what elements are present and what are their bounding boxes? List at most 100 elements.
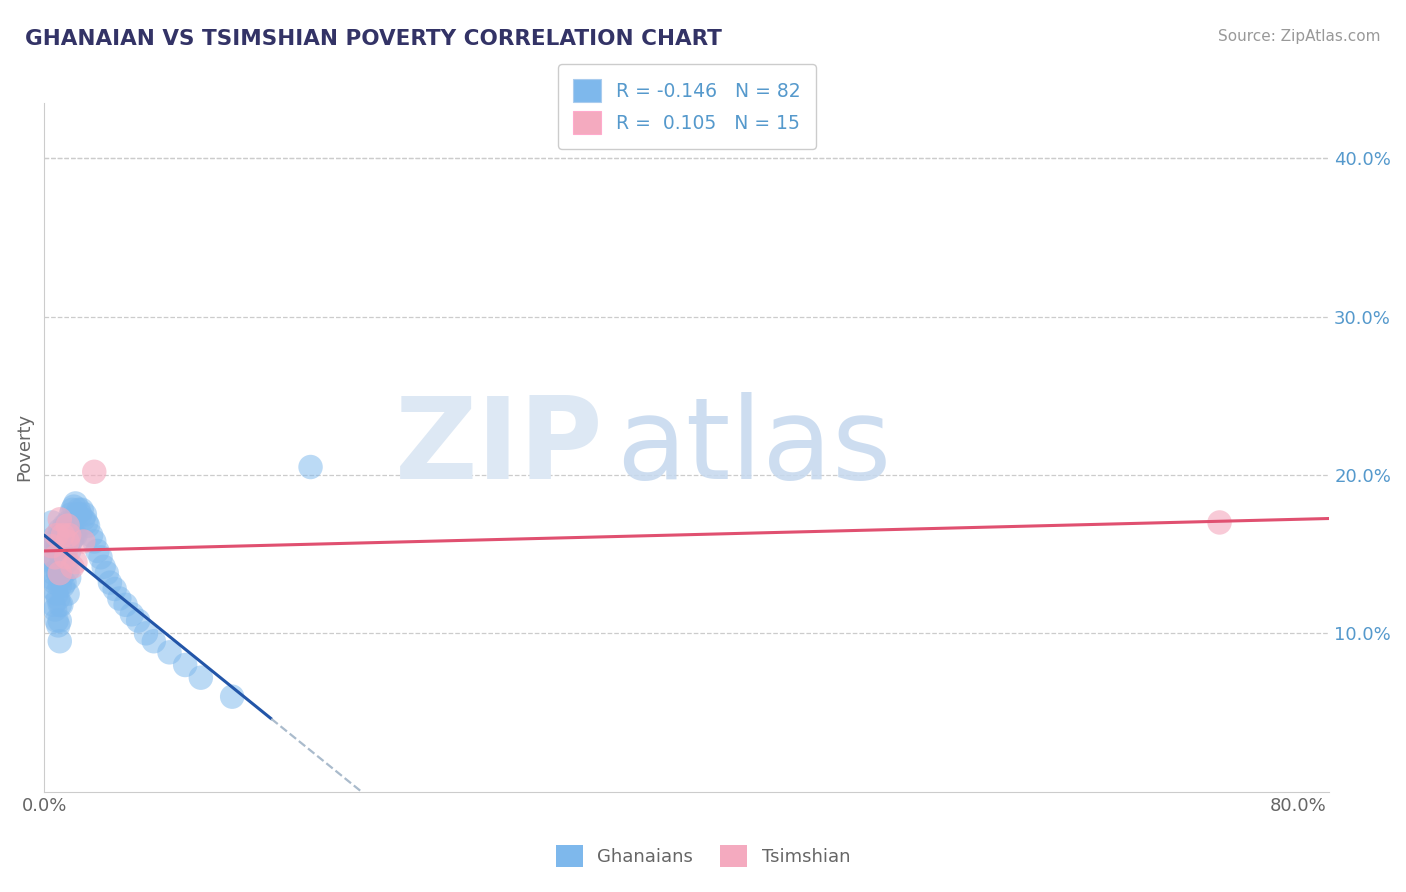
Point	[42, 531, 65, 545]
Point	[45, 528, 67, 542]
Point	[49, 634, 72, 648]
Point	[83, 534, 105, 549]
Point	[108, 591, 131, 606]
Point	[41, 539, 63, 553]
Point	[51, 598, 73, 612]
Point	[55, 555, 77, 569]
Legend: Ghanaians, Tsimshian: Ghanaians, Tsimshian	[548, 838, 858, 874]
Point	[63, 528, 86, 542]
Point	[69, 508, 91, 522]
Point	[45, 587, 67, 601]
Point	[90, 550, 112, 565]
Point	[121, 607, 143, 622]
Text: atlas: atlas	[616, 392, 891, 503]
Point	[49, 566, 72, 581]
Point	[104, 582, 127, 596]
Point	[70, 503, 93, 517]
Point	[42, 598, 65, 612]
Legend: R = -0.146   N = 82, R =  0.105   N = 15: R = -0.146 N = 82, R = 0.105 N = 15	[558, 64, 815, 149]
Point	[221, 690, 243, 704]
Point	[52, 524, 75, 538]
Point	[51, 550, 73, 565]
Point	[52, 550, 75, 565]
Point	[44, 555, 66, 569]
Point	[58, 544, 80, 558]
Point	[58, 528, 80, 542]
Point	[58, 518, 80, 533]
Point	[49, 598, 72, 612]
Point	[42, 566, 65, 581]
Point	[41, 571, 63, 585]
Point	[45, 539, 67, 553]
Point	[52, 579, 75, 593]
Point	[72, 512, 94, 526]
Point	[65, 528, 87, 542]
Point	[59, 508, 82, 522]
Point	[135, 626, 157, 640]
Point	[56, 539, 79, 553]
Point	[49, 524, 72, 538]
Point	[49, 512, 72, 526]
Point	[49, 579, 72, 593]
Point	[41, 516, 63, 530]
Point	[53, 518, 76, 533]
Point	[127, 614, 149, 628]
Point	[46, 591, 69, 606]
Point	[80, 528, 103, 542]
Point	[56, 587, 79, 601]
Point	[53, 547, 76, 561]
Point	[65, 496, 87, 510]
Point	[41, 555, 63, 569]
Point	[190, 671, 212, 685]
Point	[86, 544, 108, 558]
Point	[60, 531, 83, 545]
Point	[42, 550, 65, 565]
Point	[56, 534, 79, 549]
Point	[45, 614, 67, 628]
Point	[142, 634, 165, 648]
Point	[63, 500, 86, 514]
Point	[1208, 516, 1230, 530]
Point	[93, 559, 115, 574]
Point	[66, 508, 89, 522]
Point	[55, 528, 77, 542]
Point	[41, 539, 63, 553]
Point	[96, 566, 118, 581]
Point	[73, 508, 96, 522]
Point	[65, 555, 87, 569]
Point	[58, 571, 80, 585]
Point	[49, 563, 72, 577]
Point	[46, 539, 69, 553]
Point	[46, 566, 69, 581]
Point	[174, 658, 197, 673]
Point	[44, 575, 66, 590]
Point	[42, 582, 65, 596]
Point	[49, 614, 72, 628]
Point	[59, 534, 82, 549]
Point	[53, 575, 76, 590]
Text: Source: ZipAtlas.com: Source: ZipAtlas.com	[1218, 29, 1381, 44]
Point	[44, 602, 66, 616]
Point	[45, 563, 67, 577]
Point	[159, 645, 181, 659]
Point	[60, 559, 83, 574]
Point	[51, 528, 73, 542]
Point	[98, 575, 121, 590]
Point	[44, 534, 66, 549]
Point	[83, 465, 105, 479]
Text: ZIP: ZIP	[395, 392, 603, 503]
Point	[60, 503, 83, 517]
Y-axis label: Poverty: Poverty	[15, 413, 32, 482]
Point	[299, 460, 322, 475]
Text: GHANAIAN VS TSIMSHIAN POVERTY CORRELATION CHART: GHANAIAN VS TSIMSHIAN POVERTY CORRELATIO…	[25, 29, 723, 48]
Point	[56, 518, 79, 533]
Point	[49, 544, 72, 558]
Point	[77, 518, 100, 533]
Point	[55, 550, 77, 565]
Point	[46, 618, 69, 632]
Point	[114, 598, 136, 612]
Point	[75, 516, 97, 530]
Point	[44, 550, 66, 565]
Point	[67, 503, 90, 517]
Point	[51, 571, 73, 585]
